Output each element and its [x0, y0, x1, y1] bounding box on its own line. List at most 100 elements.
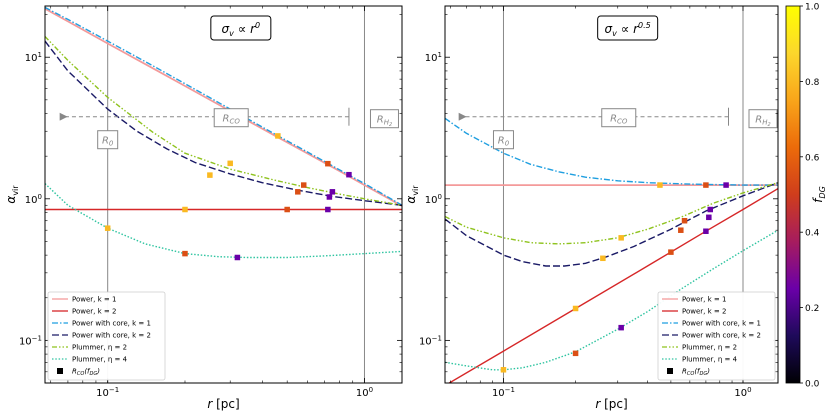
- rco-marker: [234, 254, 241, 261]
- series-line-1: [447, 187, 778, 383]
- tick-base: 10: [734, 388, 747, 399]
- legend-frame: [657, 291, 776, 381]
- tick-base: 10: [425, 195, 438, 206]
- series-line-0: [45, 7, 402, 207]
- tick-base: 10: [19, 336, 32, 347]
- title-sub: v: [612, 29, 617, 38]
- tick-exp: 1: [438, 51, 442, 59]
- x-axis-label: r [pc]: [595, 397, 627, 411]
- legend-label: Plummer, η = 2: [72, 344, 127, 352]
- rh2-label-box: [369, 109, 399, 129]
- rco-marker: [572, 305, 579, 312]
- leg-arg: (f: [84, 368, 91, 376]
- title-rel: ∝ r: [617, 22, 639, 36]
- legend-frame: [47, 291, 166, 381]
- tick-base: 10: [425, 53, 438, 64]
- tick-base: 10: [96, 388, 109, 399]
- legend-label: Plummer, η = 4: [682, 356, 738, 364]
- rco-marker: [618, 235, 624, 241]
- colorbar-tick-label: 0.4: [805, 229, 820, 239]
- rco-marker: [707, 206, 714, 213]
- leg-close: ): [96, 368, 100, 376]
- leg-r: R: [72, 368, 77, 376]
- rco-marker: [182, 206, 188, 213]
- x-tick-label: 100: [356, 386, 373, 399]
- tick-base: 10: [25, 53, 38, 64]
- legend-label: Power, k = 1: [682, 296, 726, 304]
- rh2-label-text: RH2: [377, 115, 392, 129]
- rco-marker: [600, 255, 606, 262]
- rco-label-box: [601, 108, 637, 128]
- colorbar-strip: [785, 5, 801, 384]
- r0-label: R0: [492, 130, 514, 150]
- y-tick-label: 100: [425, 193, 442, 206]
- legend-label: Power with core, k = 1: [72, 320, 151, 328]
- r0-label-main: R: [498, 136, 505, 147]
- rh2-label: RH2: [748, 109, 778, 129]
- r0-label-sub: 0: [109, 140, 114, 148]
- plot-content: [445, 117, 778, 383]
- y-axis-sub: vir: [11, 185, 20, 196]
- rco-marker: [275, 133, 281, 139]
- tick-base: 10: [419, 336, 432, 347]
- tick-exp: 0: [369, 386, 373, 394]
- rco-marker: [295, 189, 301, 195]
- rco-marker: [678, 227, 684, 233]
- panel-title-text: σv ∝ r0.5: [605, 21, 651, 38]
- legend-marker: [667, 368, 673, 374]
- rco-marker: [329, 189, 336, 195]
- rco-marker: [104, 225, 111, 231]
- rco-label-main: R: [223, 114, 230, 125]
- tick-base: 10: [25, 195, 38, 206]
- rco-marker: [668, 249, 674, 255]
- legend-label: Power, k = 1: [72, 296, 116, 304]
- title-sigma: σ: [605, 22, 613, 36]
- colorbar: 0.0 0.2 0.4 0.6 0.8 1.0 fDG: [785, 3, 827, 390]
- series-line-4: [445, 182, 778, 245]
- legend: Power, k = 1 Power, k = 2 Power with core,…: [47, 291, 166, 381]
- panel-title-box: [597, 15, 659, 41]
- legend-marker: [57, 368, 63, 374]
- colorbar-tick-label: 1.0: [805, 3, 820, 13]
- r0-label-box: [492, 130, 514, 150]
- title-sub: v: [229, 29, 234, 38]
- legend-marker-label: RCO(fDG): [682, 368, 710, 378]
- rco-marker: [227, 160, 233, 167]
- rco-marker: [681, 217, 688, 224]
- rco-marker: [706, 214, 712, 221]
- tick-exp: 0: [438, 193, 442, 201]
- rco-marker: [182, 250, 188, 257]
- legend-label: Power, k = 2: [682, 308, 726, 316]
- series-line-5: [45, 183, 402, 259]
- rh2-label-subsub: 2: [389, 122, 392, 128]
- leg-close: ): [706, 368, 710, 376]
- title-exp: 0.5: [638, 21, 651, 30]
- series-line-4: [45, 36, 402, 206]
- plot-content: [45, 6, 402, 261]
- rco-marker: [657, 182, 663, 188]
- panel-title: σv ∝ r0.5: [597, 15, 659, 41]
- series-line-5: [445, 229, 778, 371]
- tick-exp: 0: [747, 386, 751, 394]
- leg-r: R: [682, 368, 687, 376]
- colorbar-tick-label: 0.2: [805, 304, 819, 314]
- rco-marker: [703, 228, 709, 234]
- colorbar-tick-label: 0.6: [805, 153, 820, 163]
- tick-exp: 0: [38, 193, 42, 201]
- y-tick-label: 10−1: [419, 334, 442, 347]
- rco-marker: [300, 182, 307, 188]
- panel-title-box: [210, 15, 272, 41]
- rh2-label-box: [748, 109, 778, 129]
- rco-label-sub: CO: [229, 118, 240, 126]
- y-axis-sub: vir: [411, 185, 420, 196]
- rco-marker: [723, 182, 729, 188]
- rco-marker: [325, 206, 331, 213]
- legend-label: Power with core, k = 2: [682, 332, 761, 340]
- rco-marker: [325, 160, 331, 167]
- title-rel: ∝ r: [234, 22, 256, 36]
- tick-base: 10: [492, 388, 505, 399]
- colorbar-tick-label: 0.0: [805, 380, 820, 390]
